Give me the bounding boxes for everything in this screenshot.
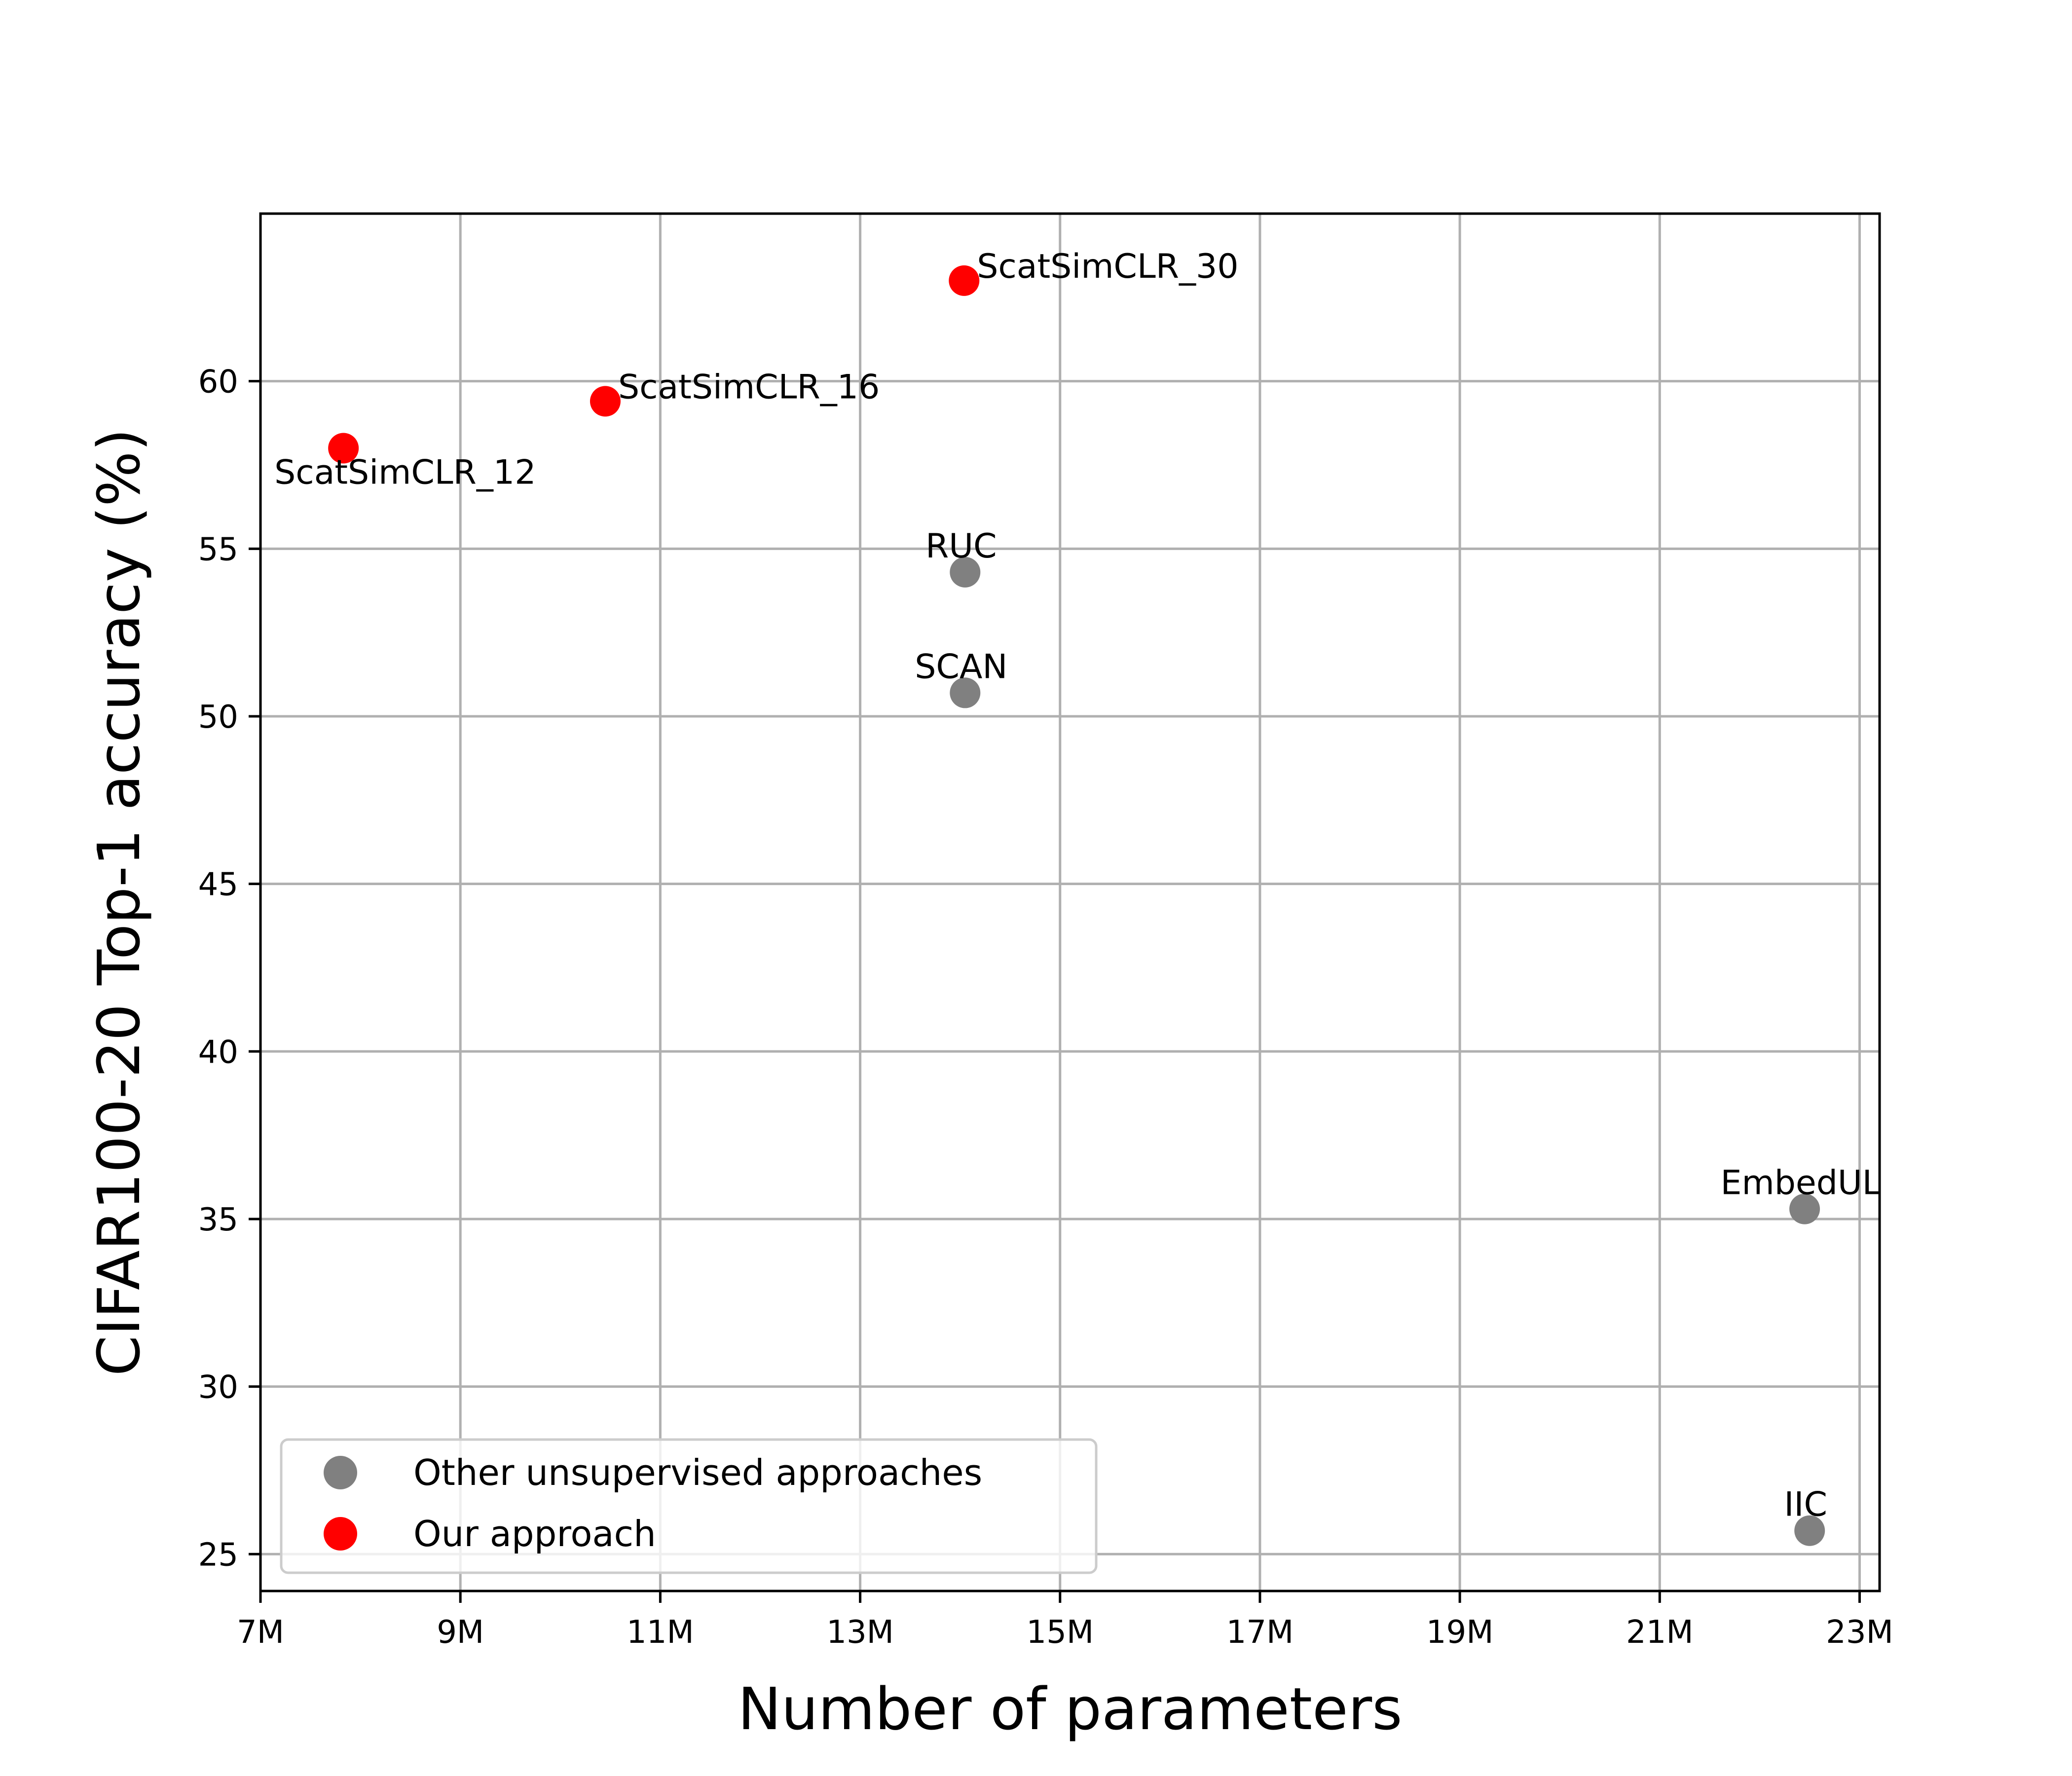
point-label: IIC [1784,1485,1827,1524]
x-tick-label: 13M [826,1614,894,1651]
data-point [950,556,981,588]
x-tick-label: 11M [627,1614,694,1651]
data-points [328,265,1825,1546]
y-tick-label: 45 [198,867,238,903]
x-tick-label: 15M [1026,1614,1094,1651]
point-label: ScatSimCLR_16 [618,368,880,407]
data-point [950,677,981,708]
legend-label-ours: Our approach [413,1513,656,1554]
y-axis-title: CIFAR100-20 Top-1 accuracy (%) [85,429,153,1376]
x-tick-label: 9M [437,1614,484,1651]
x-axis-title: Number of parameters [738,1675,1402,1743]
x-tick-label: 21M [1626,1614,1694,1651]
point-labels: RUC SCAN EmbedUL IIC ScatSimCLR_12 ScatSimCLR… [274,247,1881,1524]
x-tick-label: 19M [1426,1614,1494,1651]
legend-marker-other [324,1456,357,1489]
plot-frame [259,212,1881,1592]
y-tick-label: 25 [198,1537,238,1573]
x-tick-label: 17M [1226,1614,1294,1651]
legend-box [280,1438,1098,1574]
legend: Other unsupervised approaches Our approa… [280,1438,1098,1574]
data-point [328,433,359,464]
point-label: ScatSimCLR_12 [274,453,536,492]
x-tick-label: 7M [237,1614,284,1651]
y-tick-label: 60 [198,364,238,401]
axis-ticks: 7M 9M 11M 13M 15M 17M 19M 21M 23M 25 30 35 40 45 50 55 6… [198,364,1893,1651]
data-point [949,265,980,296]
y-tick-label: 30 [198,1369,238,1406]
x-tick-label: 23M [1826,1614,1893,1651]
data-point [1794,1515,1825,1546]
legend-label-other: Other unsupervised approaches [413,1452,982,1493]
data-point [590,386,621,417]
legend-marker-ours [324,1517,357,1551]
y-tick-label: 50 [198,699,238,736]
point-label: RUC [925,527,997,566]
y-tick-label: 35 [198,1202,238,1238]
y-tick-label: 55 [198,531,238,568]
y-tick-label: 40 [198,1034,238,1071]
point-label: SCAN [915,647,1007,686]
point-label: ScatSimCLR_30 [977,247,1238,286]
point-label: EmbedUL [1721,1164,1881,1203]
plot-area [260,214,1880,1591]
data-point [1789,1193,1820,1224]
